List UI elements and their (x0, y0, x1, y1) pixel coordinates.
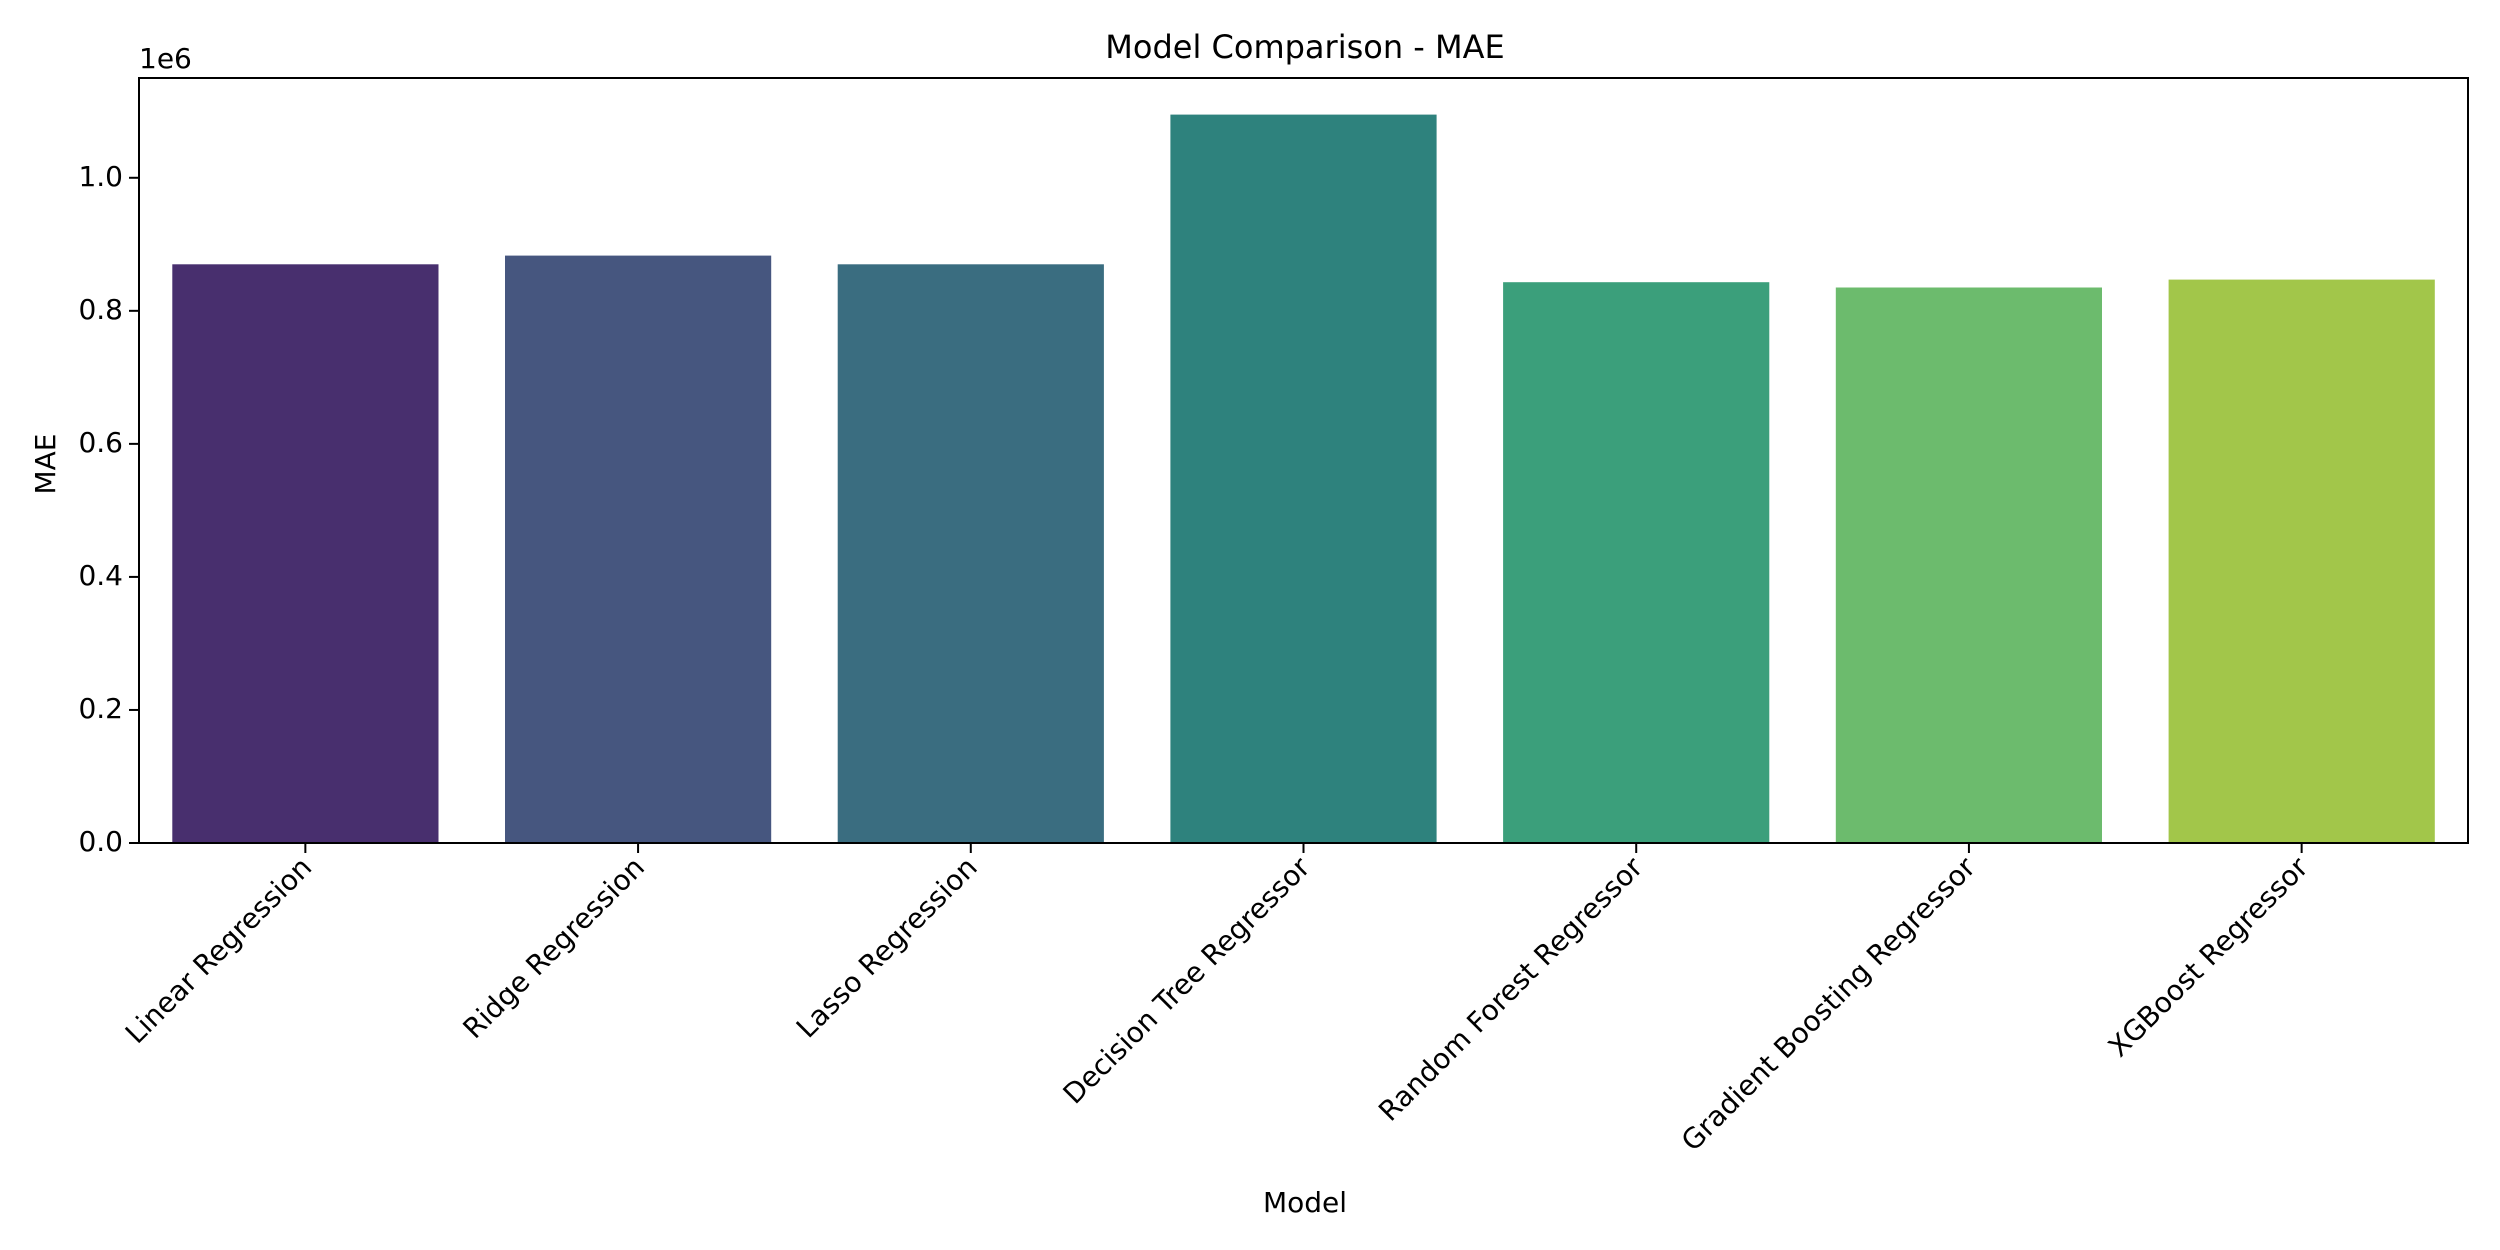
bar-7 (2168, 279, 2435, 844)
bar-5 (1503, 282, 1770, 843)
y-axis-label: MAE (29, 433, 62, 494)
x-axis-label: Model (1263, 1186, 1347, 1219)
y-tick-label: 1.0 (78, 160, 123, 193)
bar-2 (505, 255, 772, 844)
y-tick-label: 0.0 (78, 825, 123, 858)
chart-title: Model Comparison - MAE (1105, 28, 1504, 66)
bar-4 (1170, 114, 1437, 844)
y-axis-offset-label: 1e6 (139, 42, 192, 75)
y-tick-label: 0.8 (78, 293, 123, 326)
y-ticks-group: 0.0 0.2 0.4 0.6 0.8 1.0 (78, 160, 139, 858)
y-tick-label: 0.4 (78, 559, 123, 592)
y-tick-label: 0.6 (78, 426, 123, 459)
y-tick-label: 0.2 (78, 692, 123, 725)
bars-group (172, 114, 2435, 844)
bar-1 (172, 264, 439, 843)
plot-frame (138, 77, 2469, 844)
bar-6 (1835, 287, 2102, 843)
bar-3 (837, 264, 1104, 843)
